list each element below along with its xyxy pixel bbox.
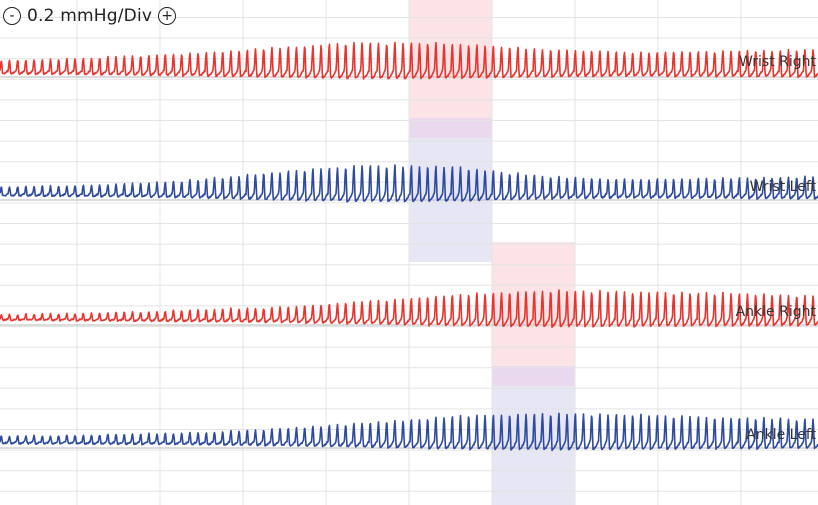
- channel-label-wrist-left: Wrist Left: [750, 179, 817, 195]
- zoom-out-button[interactable]: -: [3, 7, 21, 25]
- channel-label-ankle-left: Ankle Left: [746, 427, 816, 443]
- trace-ankle-left: [0, 412, 818, 452]
- scale-value-label: 0.2 mmHg/Div: [27, 6, 153, 26]
- highlight-wrist-overlap: [409, 118, 492, 138]
- zoom-in-button[interactable]: +: [158, 7, 177, 25]
- waveform-traces: [0, 41, 818, 452]
- trace-wrist-left: [0, 164, 818, 203]
- trace-wrist-right: [0, 41, 818, 80]
- channel-label-wrist-right: Wrist Right: [739, 54, 816, 70]
- channel-labels: Wrist Right Wrist Left Ankle Right Ankle…: [736, 54, 817, 443]
- highlight-ankle-overlap: [492, 366, 575, 386]
- scale-control: - 0.2 mmHg/Div +: [3, 4, 177, 28]
- channel-label-ankle-right: Ankle Right: [736, 304, 817, 320]
- trace-ankle-right: [0, 289, 818, 329]
